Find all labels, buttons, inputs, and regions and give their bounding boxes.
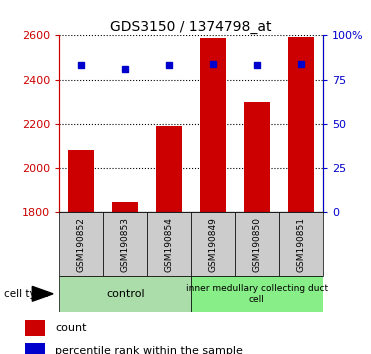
FancyBboxPatch shape — [279, 212, 323, 276]
Bar — [288, 36, 314, 212]
Bar — [156, 126, 182, 212]
Polygon shape — [32, 286, 53, 301]
FancyBboxPatch shape — [103, 212, 147, 276]
FancyBboxPatch shape — [147, 212, 191, 276]
Text: GSM190851: GSM190851 — [296, 217, 305, 272]
Bar — [25, 320, 45, 336]
FancyBboxPatch shape — [59, 276, 191, 312]
Text: percentile rank within the sample: percentile rank within the sample — [55, 346, 243, 354]
FancyBboxPatch shape — [235, 212, 279, 276]
Text: cell type: cell type — [4, 289, 48, 299]
Text: GSM190853: GSM190853 — [121, 217, 130, 272]
Bar — [68, 150, 95, 212]
Title: GDS3150 / 1374798_at: GDS3150 / 1374798_at — [110, 21, 272, 34]
Bar — [200, 38, 226, 212]
FancyBboxPatch shape — [191, 212, 235, 276]
Text: control: control — [106, 289, 145, 299]
Text: count: count — [55, 323, 87, 333]
Text: inner medullary collecting duct
cell: inner medullary collecting duct cell — [186, 284, 328, 303]
FancyBboxPatch shape — [191, 276, 323, 312]
Text: GSM190849: GSM190849 — [209, 217, 217, 272]
Text: GSM190850: GSM190850 — [252, 217, 262, 272]
Bar — [244, 102, 270, 212]
Text: GSM190852: GSM190852 — [77, 217, 86, 272]
Bar — [112, 202, 138, 212]
Bar — [25, 343, 45, 354]
FancyBboxPatch shape — [59, 212, 103, 276]
Text: GSM190854: GSM190854 — [165, 217, 174, 272]
